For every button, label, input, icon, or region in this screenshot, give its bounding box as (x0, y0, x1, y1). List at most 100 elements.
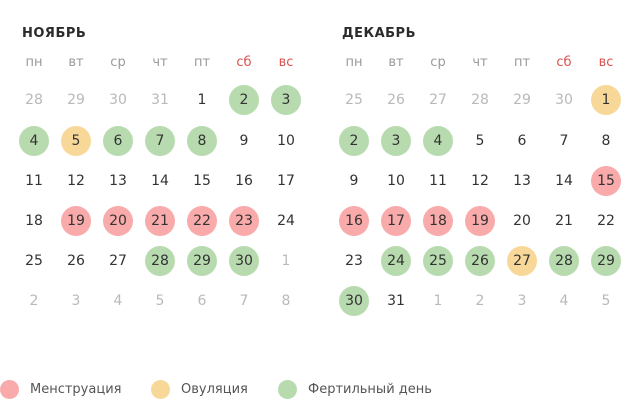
day-cell[interactable]: 7 (559, 133, 569, 149)
day-cell[interactable]: 18 (25, 213, 43, 229)
day-cell[interactable]: 10 (387, 173, 405, 189)
day-cell-fertile[interactable]: 28 (145, 246, 175, 276)
day-cell-other-month[interactable]: 27 (429, 92, 447, 108)
weekday-header: пн (345, 54, 363, 70)
day-cell[interactable]: 22 (597, 213, 615, 229)
day-cell[interactable]: 12 (67, 173, 85, 189)
day-cell[interactable]: 6 (517, 133, 527, 149)
day-cell-fertile[interactable]: 3 (381, 126, 411, 156)
weekday-header: ср (430, 54, 446, 70)
fertile-dot-icon (278, 379, 297, 399)
day-cell-fertile[interactable]: 8 (187, 126, 217, 156)
day-cell[interactable]: 14 (151, 173, 169, 189)
day-cell[interactable]: 17 (277, 173, 295, 189)
legend-label: Овуляция (181, 381, 248, 397)
day-cell[interactable]: 10 (277, 133, 295, 149)
day-cell-other-month[interactable]: 29 (67, 92, 85, 108)
day-cell-fertile[interactable]: 2 (229, 85, 259, 115)
day-cell-menstruation[interactable]: 19 (61, 206, 91, 236)
day-cell-other-month[interactable]: 1 (281, 253, 291, 269)
day-cell-menstruation[interactable]: 23 (229, 206, 259, 236)
day-cell-other-month[interactable]: 8 (281, 293, 291, 309)
day-cell[interactable]: 9 (349, 173, 359, 189)
day-cell-menstruation[interactable]: 18 (423, 206, 453, 236)
day-cell-ovulation[interactable]: 1 (591, 85, 621, 115)
day-cell-other-month[interactable]: 25 (345, 92, 363, 108)
day-cell-fertile[interactable]: 30 (339, 286, 369, 316)
day-cell-other-month[interactable]: 6 (197, 293, 207, 309)
weekday-header: чт (152, 54, 168, 70)
day-cell-ovulation[interactable]: 27 (507, 246, 537, 276)
day-cell-ovulation[interactable]: 5 (61, 126, 91, 156)
day-cell-other-month[interactable]: 28 (25, 92, 43, 108)
weekday-header: вт (388, 54, 404, 70)
day-cell[interactable]: 1 (197, 92, 207, 108)
legend-item-ovulation: Овуляция (151, 379, 248, 399)
weekday-header: вт (68, 54, 84, 70)
day-cell-fertile[interactable]: 29 (591, 246, 621, 276)
day-cell-fertile[interactable]: 6 (103, 126, 133, 156)
day-cell-menstruation[interactable]: 16 (339, 206, 369, 236)
menstruation-dot-icon (0, 379, 19, 399)
day-cell-menstruation[interactable]: 22 (187, 206, 217, 236)
day-cell[interactable]: 21 (555, 213, 573, 229)
day-cell-other-month[interactable]: 5 (155, 293, 165, 309)
day-cell[interactable]: 26 (67, 253, 85, 269)
day-cell[interactable]: 13 (109, 173, 127, 189)
day-cell-other-month[interactable]: 3 (517, 293, 527, 309)
ovulation-dot-icon (151, 379, 170, 399)
day-cell-fertile[interactable]: 2 (339, 126, 369, 156)
day-cell[interactable]: 5 (475, 133, 485, 149)
day-cell[interactable]: 31 (387, 293, 405, 309)
day-cell-other-month[interactable]: 26 (387, 92, 405, 108)
day-cell-other-month[interactable]: 31 (151, 92, 169, 108)
day-cell-menstruation[interactable]: 17 (381, 206, 411, 236)
day-cell-fertile[interactable]: 4 (423, 126, 453, 156)
day-cell[interactable]: 9 (239, 133, 249, 149)
day-cell[interactable]: 11 (25, 173, 43, 189)
weekday-header: чт (472, 54, 488, 70)
day-cell-other-month[interactable]: 2 (29, 293, 39, 309)
day-cell-other-month[interactable]: 29 (513, 92, 531, 108)
day-cell[interactable]: 24 (277, 213, 295, 229)
day-cell-other-month[interactable]: 1 (433, 293, 443, 309)
day-cell[interactable]: 13 (513, 173, 531, 189)
day-cell[interactable]: 14 (555, 173, 573, 189)
day-cell-other-month[interactable]: 28 (471, 92, 489, 108)
day-cell-fertile[interactable]: 30 (229, 246, 259, 276)
day-cell-other-month[interactable]: 2 (475, 293, 485, 309)
day-cell-fertile[interactable]: 28 (549, 246, 579, 276)
day-cell-other-month[interactable]: 7 (239, 293, 249, 309)
weekday-header: пт (193, 54, 211, 70)
day-cell-other-month[interactable]: 5 (601, 293, 611, 309)
day-cell-menstruation[interactable]: 19 (465, 206, 495, 236)
day-cell-fertile[interactable]: 24 (381, 246, 411, 276)
day-cell[interactable]: 25 (25, 253, 43, 269)
day-cell-fertile[interactable]: 4 (19, 126, 49, 156)
day-cell[interactable]: 27 (109, 253, 127, 269)
legend-label: Менструация (30, 381, 122, 397)
day-cell[interactable]: 16 (235, 173, 253, 189)
day-cell[interactable]: 15 (193, 173, 211, 189)
day-cell-fertile[interactable]: 26 (465, 246, 495, 276)
day-cell-fertile[interactable]: 7 (145, 126, 175, 156)
day-cell[interactable]: 23 (345, 253, 363, 269)
day-cell-other-month[interactable]: 30 (555, 92, 573, 108)
day-cell-other-month[interactable]: 3 (71, 293, 81, 309)
day-cell-fertile[interactable]: 29 (187, 246, 217, 276)
weekday-header: вс (278, 54, 294, 70)
day-cell-fertile[interactable]: 25 (423, 246, 453, 276)
weekday-header: пн (25, 54, 43, 70)
day-cell-menstruation[interactable]: 15 (591, 166, 621, 196)
day-cell-other-month[interactable]: 4 (559, 293, 569, 309)
day-cell-other-month[interactable]: 30 (109, 92, 127, 108)
day-cell-menstruation[interactable]: 20 (103, 206, 133, 236)
day-cell-menstruation[interactable]: 21 (145, 206, 175, 236)
day-cell[interactable]: 12 (471, 173, 489, 189)
day-cell[interactable]: 20 (513, 213, 531, 229)
day-cell-fertile[interactable]: 3 (271, 85, 301, 115)
day-cell[interactable]: 8 (601, 133, 611, 149)
day-cell[interactable]: 11 (429, 173, 447, 189)
day-cell-other-month[interactable]: 4 (113, 293, 123, 309)
legend-label: Фертильный день (308, 381, 432, 397)
